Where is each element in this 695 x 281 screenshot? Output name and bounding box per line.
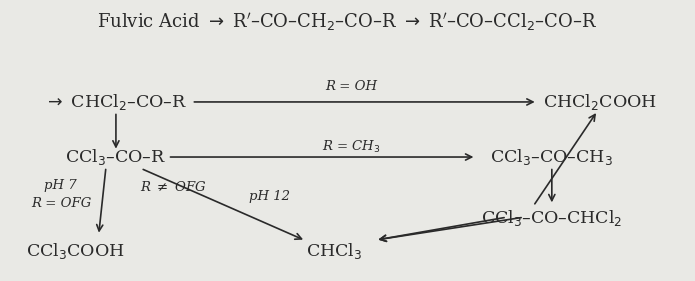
Text: CHCl$_2$COOH: CHCl$_2$COOH	[543, 92, 656, 112]
Text: CCl$_3$–CO–R: CCl$_3$–CO–R	[65, 147, 167, 167]
Text: $\rightarrow$ CHCl$_2$–CO–R: $\rightarrow$ CHCl$_2$–CO–R	[44, 92, 188, 112]
Text: CCl$_3$COOH: CCl$_3$COOH	[26, 241, 124, 261]
Text: pH 7: pH 7	[44, 180, 77, 192]
Text: pH 12: pH 12	[249, 191, 290, 203]
Text: CCl$_3$–CO–CH$_3$: CCl$_3$–CO–CH$_3$	[491, 147, 613, 167]
Text: R $\neq$ OFG: R $\neq$ OFG	[140, 180, 207, 194]
Text: R = OFG: R = OFG	[31, 197, 91, 210]
Text: R = CH$_3$: R = CH$_3$	[322, 139, 380, 155]
Text: CHCl$_3$: CHCl$_3$	[306, 241, 362, 261]
Text: Fulvic Acid $\rightarrow$ R$'$–CO–CH$_2$–CO–R $\rightarrow$ R$'$–CO–CCl$_2$–CO–R: Fulvic Acid $\rightarrow$ R$'$–CO–CH$_2$…	[97, 11, 598, 33]
Text: R = OH: R = OH	[325, 80, 377, 93]
Text: CCl$_3$–CO–CHCl$_2$: CCl$_3$–CO–CHCl$_2$	[481, 208, 623, 228]
